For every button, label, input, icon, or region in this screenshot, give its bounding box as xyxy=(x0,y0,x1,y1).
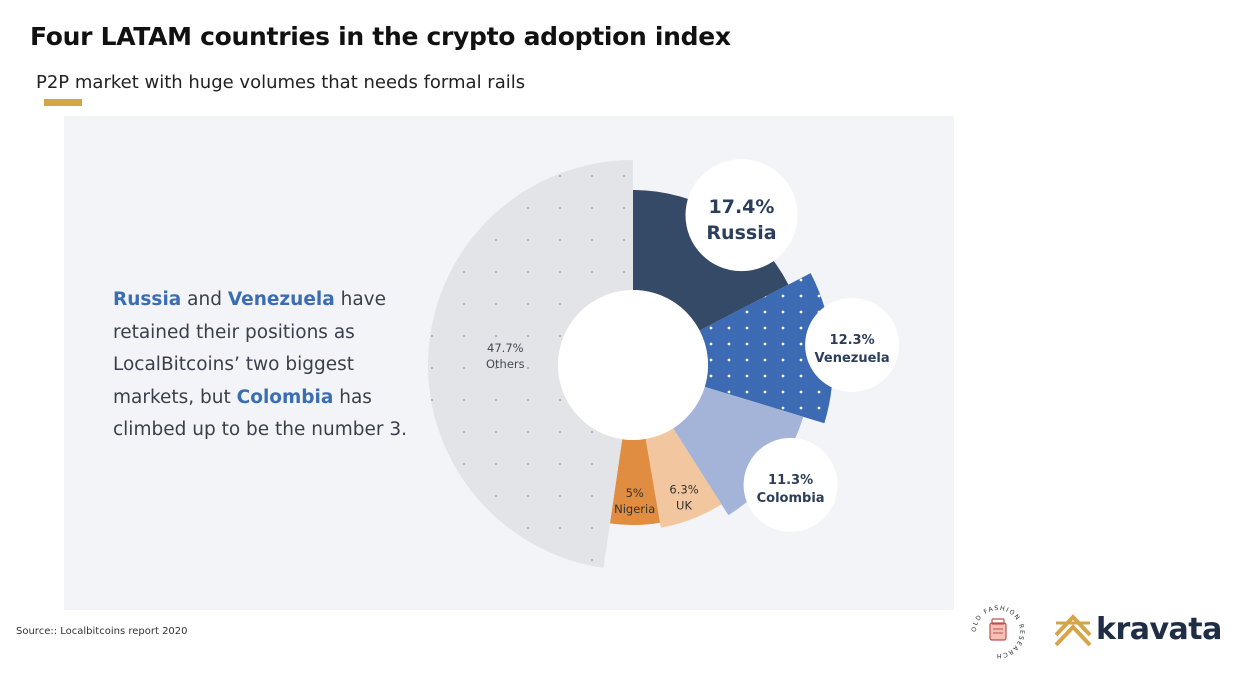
page-subtitle: P2P market with huge volumes that needs … xyxy=(36,72,526,93)
data-label-value-uk: 6.3% xyxy=(669,483,698,497)
slice-colombia xyxy=(673,386,804,516)
data-label-value-colombia: 11.3% xyxy=(768,473,813,488)
old-fashion-research-logo: OLD FASHION RESEARCH xyxy=(971,605,1024,659)
highlight-colombia: Colombia xyxy=(236,386,334,408)
callout-bubble-colombia xyxy=(743,437,838,532)
callout-bubble-venezuela xyxy=(805,297,900,392)
data-label-value-russia: 17.4% xyxy=(709,196,775,218)
accent-bar xyxy=(44,99,82,106)
page-title: Four LATAM countries in the crypto adopt… xyxy=(30,22,731,51)
data-label-name-others: Others xyxy=(486,357,525,371)
kravata-logo: kravata xyxy=(1054,612,1222,647)
summary-text: Russia and Venezuela have retained their… xyxy=(113,284,413,447)
slice-others-pattern xyxy=(428,160,633,568)
slice-nigeria xyxy=(609,438,661,525)
data-label-name-russia: Russia xyxy=(706,222,776,244)
data-label-name-nigeria: Nigeria xyxy=(614,502,655,516)
summary-text-part: and xyxy=(181,289,228,310)
slice-venezuela-pattern xyxy=(699,273,833,424)
source-note: Source:: Localbitcoins report 2020 xyxy=(16,626,188,637)
donut-hole xyxy=(558,290,708,440)
slice-uk xyxy=(645,428,722,528)
kravata-wordmark: kravata xyxy=(1096,612,1222,647)
data-label-name-colombia: Colombia xyxy=(757,491,825,506)
data-label-name-uk: UK xyxy=(676,499,692,513)
data-label-value-nigeria: 5% xyxy=(626,486,644,500)
highlight-russia: Russia xyxy=(113,289,182,310)
data-label-value-venezuela: 12.3% xyxy=(830,333,875,348)
callout-bubble-russia xyxy=(685,159,798,272)
highlight-venezuela: Venezuela xyxy=(227,289,335,310)
kravata-chevrons-icon xyxy=(1054,613,1092,646)
summary-text-part: has climbed up to be the number 3. xyxy=(113,386,408,441)
data-label-name-venezuela: Venezuela xyxy=(815,351,890,366)
summary-text-part: have retained their positions as LocalBi… xyxy=(113,289,387,408)
data-label-value-others: 47.7% xyxy=(487,341,524,355)
